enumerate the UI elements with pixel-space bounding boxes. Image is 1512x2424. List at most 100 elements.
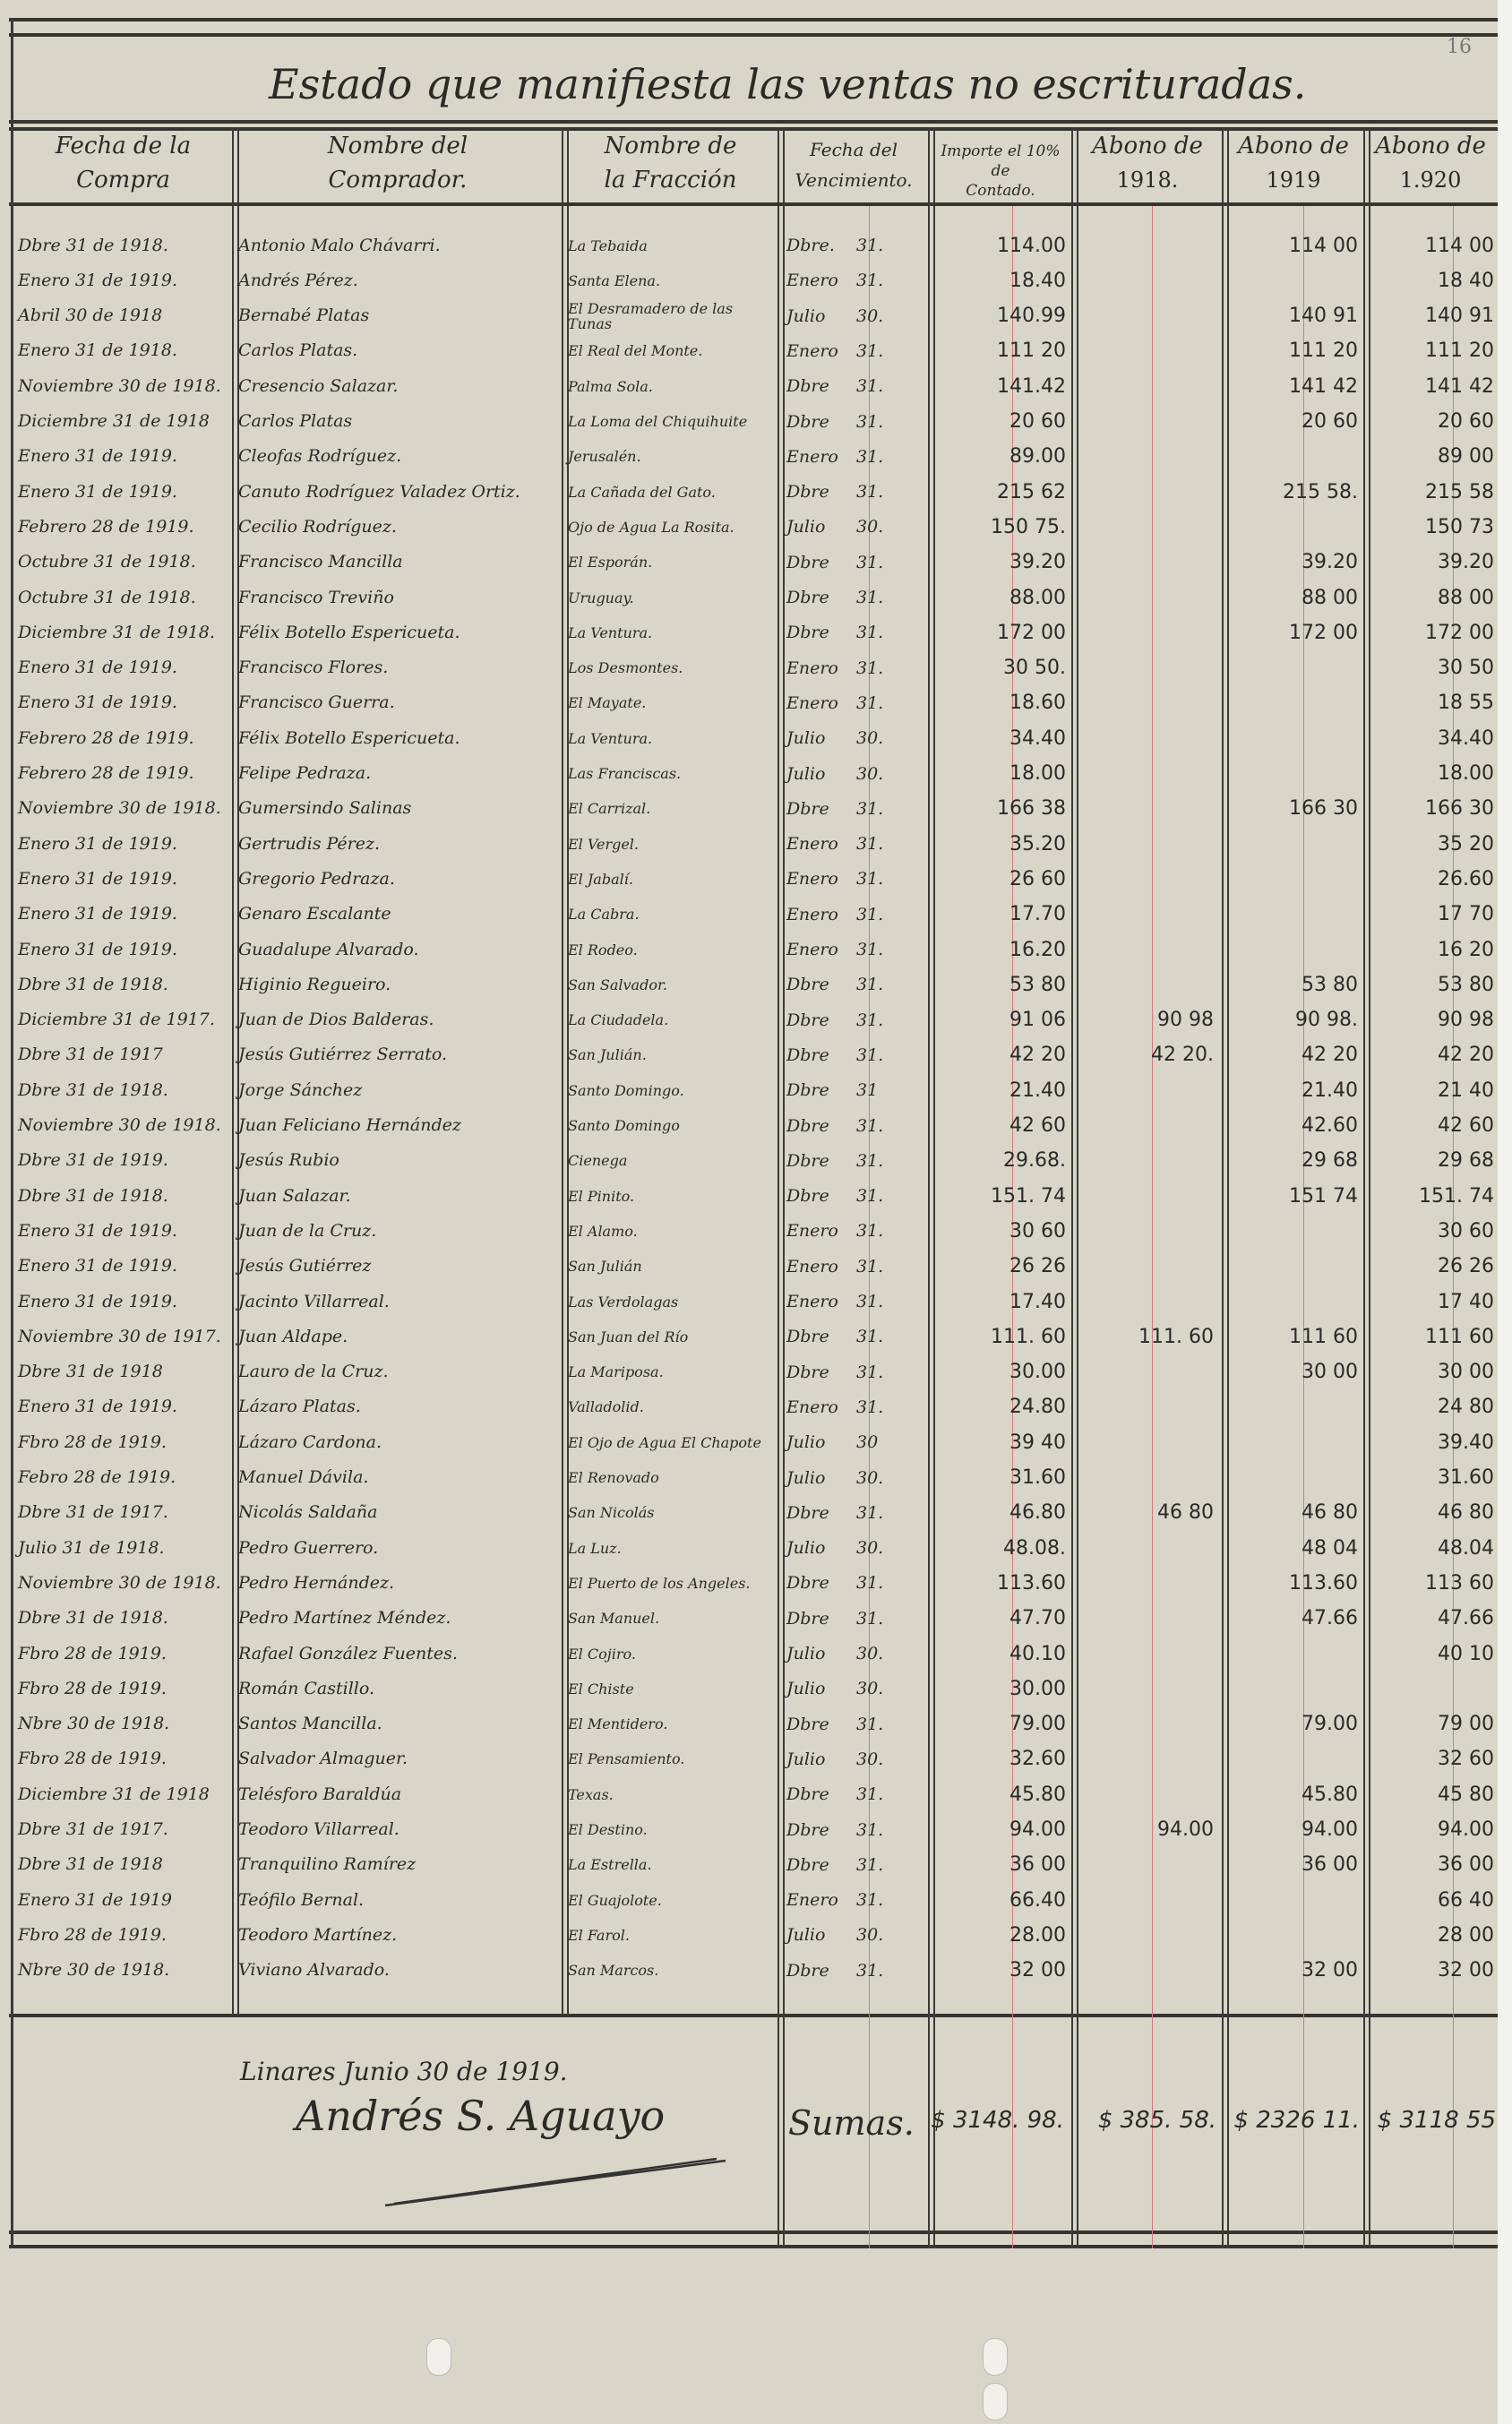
due-day: 31.: [856, 482, 884, 503]
due-day: 31.: [856, 1819, 884, 1840]
due-day: 31.: [856, 1960, 884, 1981]
fraction-name: Santo Domingo: [568, 1117, 680, 1134]
header-line: Contado.: [966, 182, 1035, 200]
due-month: Dbre: [786, 975, 829, 995]
payment-1919: 114 00: [1289, 234, 1358, 257]
due-month: Enero: [786, 1397, 838, 1417]
total-1918: $ 385. 58.: [1097, 2107, 1216, 2134]
payment-1920: 150 73: [1425, 515, 1494, 538]
payment-1919: 39.20: [1302, 551, 1358, 574]
down-payment: 18.40: [1009, 269, 1066, 292]
payment-1920: 53 80: [1438, 973, 1494, 996]
fraction-name: San Juan del Río: [568, 1328, 689, 1345]
buyer-name: Francisco Flores.: [238, 658, 389, 678]
fraction-name: Texas.: [568, 1785, 614, 1803]
purchase-date: Diciembre 31 de 1918: [18, 411, 210, 431]
payment-1920: 42 60: [1438, 1114, 1494, 1137]
header-line: Vencimiento.: [795, 169, 913, 191]
down-payment: 88.00: [1009, 586, 1066, 609]
payment-1918: [1075, 828, 1214, 860]
buyer-name: Pedro Guerrero.: [238, 1537, 379, 1558]
payment-1919: 47.66: [1302, 1607, 1358, 1630]
payment-1918: [1075, 406, 1214, 438]
fraction-name: El Pinito.: [568, 1187, 635, 1205]
buyer-name: Félix Botello Espericueta.: [238, 622, 460, 642]
due-month: Julio: [786, 1467, 826, 1488]
payment-1918: [1075, 1743, 1214, 1775]
payment-1918: [1075, 898, 1214, 931]
payment-1919: [1225, 1672, 1358, 1705]
down-payment: 17.70: [1009, 903, 1066, 926]
payment-1919: [1225, 687, 1358, 719]
fraction-name: La Ventura.: [568, 623, 653, 641]
payment-1918: [1075, 863, 1214, 895]
fraction-name: Uruguay.: [568, 589, 634, 606]
payment-1920: 18 40: [1438, 269, 1494, 292]
payment-1919: [1225, 1884, 1358, 1916]
payment-1920: 29 68: [1438, 1149, 1494, 1173]
purchase-date: Noviembre 30 de 1918.: [18, 798, 221, 819]
due-day: 31.: [856, 1327, 884, 1347]
down-payment: 42 60: [1009, 1114, 1066, 1137]
due-month: Enero: [786, 904, 838, 924]
payment-1918: [1075, 933, 1214, 966]
payment-1918: [1075, 546, 1214, 579]
due-month: Dbre: [786, 588, 829, 607]
buyer-name: Lauro de la Cruz.: [238, 1362, 389, 1382]
payment-1920: 34.40: [1438, 726, 1494, 750]
down-payment: 30 50.: [1003, 657, 1066, 680]
column-rule: [1071, 127, 1073, 2248]
rule: [9, 120, 1498, 124]
due-month: Dbre: [786, 623, 829, 643]
fraction-name: El Chiste: [568, 1680, 634, 1698]
buyer-name: Pedro Hernández.: [238, 1572, 395, 1593]
payment-1919: 140 91: [1289, 305, 1358, 328]
payment-1919: [1225, 863, 1358, 895]
rule: [9, 18, 1498, 21]
down-payment: 166 38: [997, 797, 1066, 821]
payment-1918: [1075, 300, 1214, 332]
fraction-name: San Manuel.: [568, 1610, 660, 1628]
down-payment: 36 00: [1009, 1853, 1066, 1877]
due-day: 31.: [856, 1115, 884, 1136]
payment-1920: 17 70: [1438, 903, 1494, 926]
buyer-name: Cleofas Rodríguez.: [238, 446, 402, 467]
purchase-date: Octubre 31 de 1918.: [18, 552, 196, 572]
due-month: Dbre.: [786, 236, 835, 255]
due-month: Enero: [786, 658, 838, 678]
purchase-date: Fbro 28 de 1919.: [18, 1749, 167, 1769]
down-payment: 24.80: [1009, 1396, 1066, 1419]
header-line: Compra: [76, 167, 170, 193]
payment-1920: 113 60: [1425, 1571, 1494, 1595]
payment-1920: 111 60: [1425, 1325, 1494, 1348]
purchase-date: Dbre 31 de 1918.: [18, 235, 168, 255]
buyer-name: Jesús Gutiérrez Serrato.: [238, 1044, 448, 1065]
due-day: 31.: [856, 271, 884, 291]
payment-1918: 46 80: [1157, 1501, 1214, 1525]
total-1920: $ 3118 55: [1377, 2107, 1496, 2134]
column-rule: [232, 127, 234, 2016]
due-month: Enero: [786, 271, 838, 291]
payment-1919: 90 98.: [1295, 1009, 1358, 1032]
due-day: 31.: [856, 834, 884, 855]
down-payment: 26 60: [1009, 867, 1066, 890]
page-edge: [1498, 0, 1512, 2424]
payment-1919: [1225, 828, 1358, 860]
payment-1918: [1075, 1849, 1214, 1881]
down-payment: 20 60: [1009, 410, 1066, 433]
payment-1920: 90 98: [1438, 1009, 1494, 1032]
payment-1918: [1075, 1145, 1214, 1177]
payment-1920: 88 00: [1438, 586, 1494, 609]
fraction-name: Santo Domingo.: [568, 1081, 684, 1099]
purchase-date: Enero 31 de 1919.: [18, 904, 177, 924]
purchase-date: Enero 31 de 1919.: [18, 1397, 177, 1417]
due-month: Enero: [786, 869, 838, 890]
payment-1918: [1075, 1672, 1214, 1705]
column-rule: [237, 127, 239, 2016]
purchase-date: Febrero 28 de 1919.: [18, 763, 194, 783]
due-month: Julio: [786, 305, 826, 326]
payment-1920: 30 00: [1438, 1361, 1494, 1384]
header-line: Importe el 10%: [941, 142, 1061, 160]
down-payment: 66.40: [1009, 1888, 1066, 1912]
column-rule: [1077, 127, 1078, 2248]
